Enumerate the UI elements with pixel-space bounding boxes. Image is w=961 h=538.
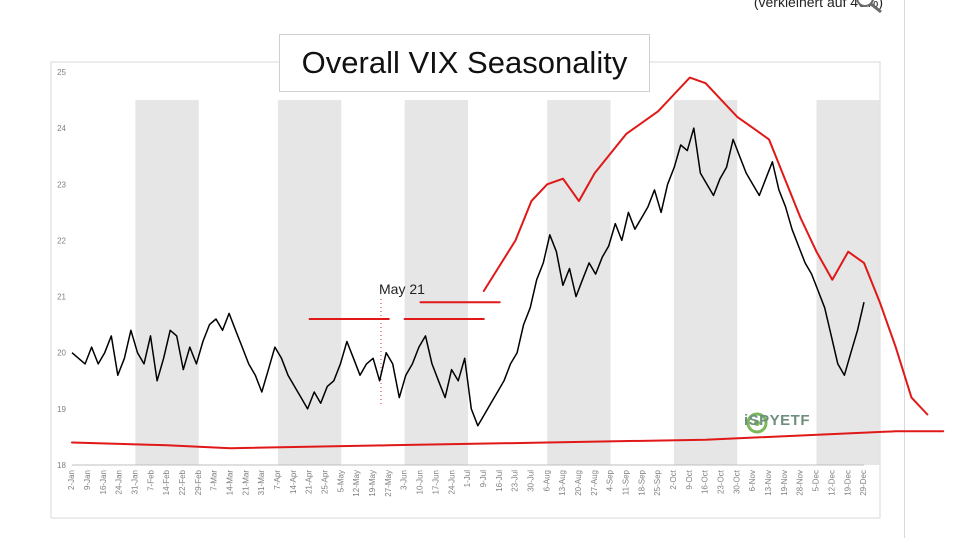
x-tick-label: 16-Jan bbox=[99, 470, 108, 494]
shaded-band-3 bbox=[547, 100, 611, 466]
x-tick-label: 5-Dec bbox=[812, 470, 821, 491]
x-tick-label: 18-Sep bbox=[637, 469, 646, 495]
ispy-logo bbox=[746, 412, 768, 434]
x-tick-label: 30-Oct bbox=[732, 469, 741, 494]
x-tick-label: 6-Nov bbox=[748, 470, 757, 491]
magnifier-icon[interactable] bbox=[851, 0, 885, 14]
right-divider bbox=[904, 0, 905, 538]
x-tick-label: 29-Feb bbox=[194, 469, 203, 495]
x-tick-label: 21-Mar bbox=[241, 470, 250, 496]
x-tick-label: 9-Oct bbox=[685, 469, 694, 489]
y-tick-label: 25 bbox=[57, 68, 66, 77]
x-tick-label: 24-Jan bbox=[115, 470, 124, 494]
x-tick-label: 28-Nov bbox=[796, 470, 805, 496]
x-tick-label: 31-Mar bbox=[257, 470, 266, 496]
x-tick-label: 7-Feb bbox=[146, 469, 155, 490]
x-tick-label: 6-Aug bbox=[542, 470, 551, 491]
y-tick-label: 21 bbox=[57, 293, 66, 302]
shaded-band-2 bbox=[404, 100, 468, 466]
x-tick-label: 14-Apr bbox=[289, 470, 298, 494]
watermark: iSPYETF bbox=[744, 412, 811, 429]
x-tick-label: 9-Jul bbox=[479, 470, 488, 488]
y-tick-label: 24 bbox=[57, 124, 66, 133]
x-tick-label: 23-Oct bbox=[717, 469, 726, 494]
image-caption: (verkleinert auf 46%) bbox=[753, 0, 883, 10]
x-tick-label: 4-Sep bbox=[606, 469, 615, 491]
x-tick-label: 20-Aug bbox=[574, 470, 583, 496]
x-tick-label: 27-Aug bbox=[590, 470, 599, 496]
x-tick-label: 24-Jun bbox=[447, 470, 456, 494]
x-tick-label: 7-Mar bbox=[210, 470, 219, 491]
y-tick-label: 19 bbox=[57, 405, 66, 414]
x-tick-label: 3-Jun bbox=[400, 470, 409, 490]
x-tick-label: 23-Jul bbox=[511, 470, 520, 492]
x-tick-label: 31-Jan bbox=[130, 470, 139, 494]
overlay-baseline bbox=[71, 430, 945, 450]
x-tick-label: 19-Dec bbox=[843, 470, 852, 496]
x-tick-label: 2-Jan bbox=[67, 470, 76, 490]
x-tick-label: 16-Jul bbox=[495, 470, 504, 492]
shaded-band-4 bbox=[673, 100, 738, 466]
x-tick-label: 7-Apr bbox=[273, 470, 282, 490]
may21-label: May 21 bbox=[379, 281, 425, 297]
x-tick-label: 10-Jun bbox=[416, 470, 425, 494]
x-tick-label: 14-Feb bbox=[162, 469, 171, 495]
series-line bbox=[71, 127, 865, 427]
shaded-band-5 bbox=[816, 100, 880, 466]
series-layer bbox=[71, 127, 865, 427]
x-tick-label: 12-May bbox=[352, 470, 361, 497]
x-tick-label: 9-Jan bbox=[83, 470, 92, 490]
ytick-layer: 18 19 20 21 22 23 24 25 bbox=[57, 68, 66, 470]
shade-layer bbox=[135, 100, 880, 466]
chart-title: Overall VIX Seasonality bbox=[279, 34, 650, 92]
overlay-layer bbox=[71, 76, 945, 450]
x-tick-label: 22-Feb bbox=[178, 469, 187, 495]
shaded-band-1 bbox=[277, 100, 342, 466]
x-tick-label: 19-May bbox=[368, 470, 377, 497]
x-tick-label: 16-Oct bbox=[701, 469, 710, 494]
x-tick-label: 13-Aug bbox=[558, 470, 567, 496]
x-tick-label: 13-Nov bbox=[764, 470, 773, 496]
x-tick-label: 21-Apr bbox=[305, 470, 314, 494]
x-tick-label: 29-Dec bbox=[859, 470, 868, 496]
x-tick-label: 27-May bbox=[384, 470, 393, 497]
shaded-band-0 bbox=[135, 100, 199, 466]
x-tick-label: 30-Jul bbox=[526, 470, 535, 492]
x-tick-label: 25-Sep bbox=[653, 469, 662, 495]
x-tick-label: 12-Dec bbox=[827, 470, 836, 496]
x-tick-label: 1-Jul bbox=[463, 470, 472, 488]
x-tick-label: 5-May bbox=[336, 470, 345, 492]
x-tick-label: 11-Sep bbox=[622, 469, 631, 495]
y-tick-label: 20 bbox=[57, 349, 66, 358]
x-tick-label: 17-Jun bbox=[431, 470, 440, 494]
xtick-layer: 2-Jan 9-Jan 16-Jan 24-Jan 31-Jan 7-Feb 14-Feb 2… bbox=[67, 469, 868, 496]
x-tick-label: 19-Nov bbox=[780, 470, 789, 496]
y-tick-label: 23 bbox=[57, 180, 66, 189]
y-tick-label: 18 bbox=[57, 461, 66, 470]
y-tick-label: 22 bbox=[57, 236, 66, 245]
x-tick-label: 14-Mar bbox=[226, 470, 235, 496]
x-tick-label: 2-Oct bbox=[669, 469, 678, 489]
x-tick-label: 25-Apr bbox=[321, 470, 330, 494]
overlay-summer-curve bbox=[482, 76, 929, 416]
